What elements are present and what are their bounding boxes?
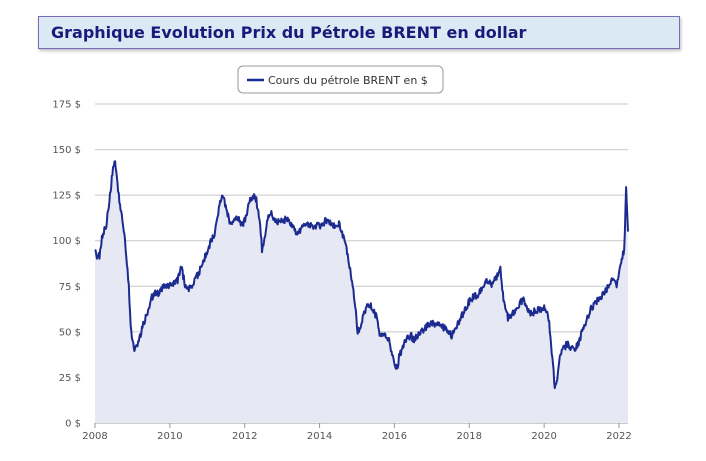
legend-label: Cours du pétrole BRENT en $ [268,74,428,87]
x-tick-label: 2008 [82,431,107,442]
x-tick-label: 2012 [232,431,257,442]
x-tick-label: 2016 [382,431,407,442]
x-tick-label: 2014 [307,431,332,442]
series-line[interactable] [94,160,629,390]
x-tick-label: 2022 [606,431,631,442]
x-tick-label: 2010 [157,431,182,442]
series-area [95,161,628,424]
y-tick-label: 50 $ [59,327,81,338]
chart-title-box: Graphique Evolution Prix du Pétrole BREN… [38,16,680,49]
x-axis: 2008 2010 2012 2014 2016 2018 2020 2022 [82,423,632,442]
chart-title: Graphique Evolution Prix du Pétrole BREN… [51,23,527,42]
y-tick-label: 75 $ [59,282,81,293]
x-tick-label: 2020 [531,431,556,442]
y-tick-label: 25 $ [59,373,81,384]
area-layer [94,158,629,424]
legend-box [237,65,444,94]
y-axis: 0 $ 25 $ 50 $ 75 $ 100 $ 125 $ 150 $ 175 $ [52,100,81,430]
y-tick-label: 150 $ [52,145,81,156]
legend[interactable]: Cours du pétrole BRENT en $ [237,65,444,94]
y-tick-label: 125 $ [52,191,81,202]
y-tick-label: 0 $ [65,419,81,430]
y-tick-label: 100 $ [52,236,81,247]
x-tick-label: 2018 [457,431,482,442]
y-tick-label: 175 $ [52,100,81,111]
